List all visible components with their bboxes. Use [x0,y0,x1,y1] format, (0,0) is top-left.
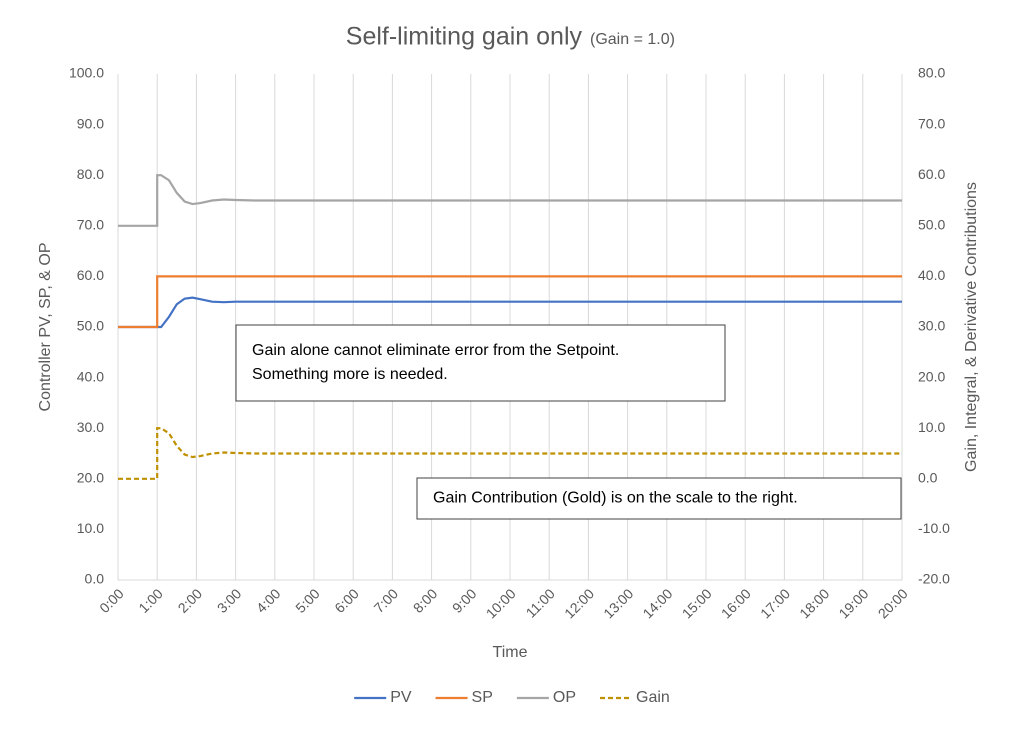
y-axis-label: Controller PV, SP, & OP [37,243,54,412]
chart-subtitle: (Gain = 1.0) [590,31,675,48]
legend-label: SP [472,689,493,706]
annotation-text: Gain Contribution (Gold) is on the scale… [433,490,798,507]
y2-tick-label: -20.0 [918,571,950,587]
series-line [118,275,902,329]
annotation-text: Gain alone cannot eliminate error from t… [252,342,619,359]
x-axis-label: Time [493,644,528,661]
y2-tick-label: 10.0 [918,419,945,435]
y-tick-label: 10.0 [77,520,104,536]
y2-tick-label: 60.0 [918,166,945,182]
y2-tick-label: 50.0 [918,217,945,233]
y-tick-label: 80.0 [77,166,104,182]
legend: PV SP OP Gain [354,689,670,706]
annotation-box [416,477,902,520]
y2-tick-label: 30.0 [918,318,945,334]
y-tick-label: 60.0 [77,267,104,283]
series-line [118,296,902,329]
y2-axis-label: Gain, Integral, & Derivative Contributio… [963,182,980,472]
y-tick-label: 30.0 [77,419,104,435]
y2-tick-label: 20.0 [918,368,945,384]
legend-label: Gain [636,689,670,706]
legend-label: OP [553,689,576,706]
y2-tick-label: 70.0 [918,115,945,131]
y2-tick-label: 80.0 [918,65,945,81]
y-tick-label: 90.0 [77,115,104,131]
y-tick-label: 40.0 [77,368,104,384]
y-tick-label: 0.0 [85,571,105,587]
series-line [118,174,902,227]
y2-tick-label: 0.0 [918,470,938,486]
y-tick-label: 50.0 [77,318,104,334]
y2-tick-label: -10.0 [918,520,950,536]
y-tick-label: 70.0 [77,217,104,233]
series-line [118,427,902,480]
annotation-text: Something more is needed. [252,366,448,383]
y2-tick-label: 40.0 [918,267,945,283]
annotation-box [235,324,726,402]
y-tick-label: 100.0 [69,65,104,81]
y-tick-label: 20.0 [77,470,104,486]
legend-label: PV [390,689,412,706]
chart-title: Self-limiting gain only [346,23,583,51]
